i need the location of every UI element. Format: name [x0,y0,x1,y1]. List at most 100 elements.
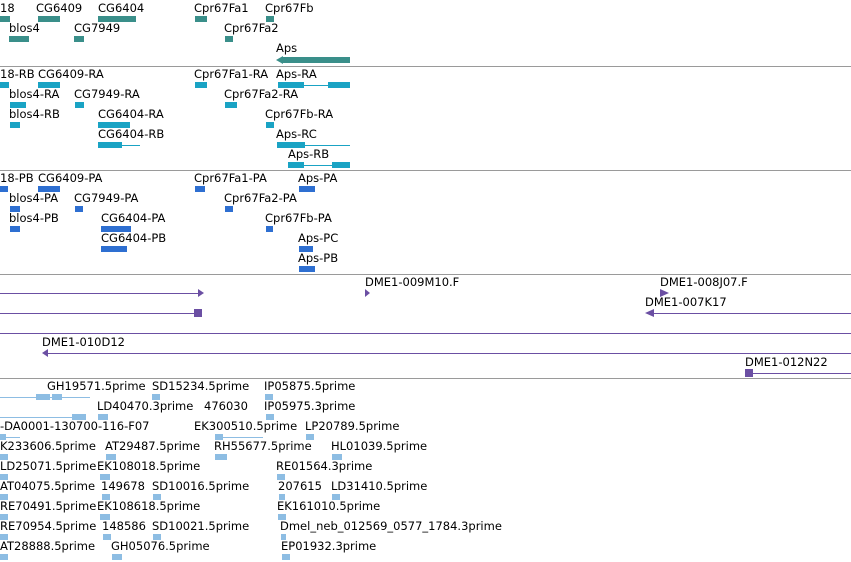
est-glyph[interactable] [265,394,273,400]
est-glyph[interactable] [279,494,285,500]
est-glyph[interactable] [153,534,161,540]
bac-label[interactable]: DME1-008J07.F [660,275,748,289]
est-glyph[interactable] [152,394,160,400]
bac-label[interactable]: DME1-012N22 [745,355,828,369]
est-glyph[interactable] [306,434,314,440]
transcript-glyph[interactable] [98,122,130,128]
est-glyph[interactable] [266,414,274,420]
gene-label[interactable]: Cpr67Fa2 [224,21,279,35]
protein-label[interactable]: CG6404-PB [101,231,167,245]
est-label[interactable]: LP20789.5prime [305,419,400,433]
est-label[interactable]: AT29487.5prime [105,439,201,453]
protein-glyph[interactable] [195,186,205,192]
gene-label[interactable]: 18 [0,1,15,15]
transcript-glyph[interactable] [225,102,237,108]
gene-glyph[interactable] [282,57,350,63]
protein-label[interactable]: CG7949-PA [74,191,139,205]
mrna-label[interactable]: 18-RB [0,67,35,81]
protein-glyph[interactable] [299,266,315,272]
protein-label[interactable]: Aps-PC [298,231,339,245]
protein-label[interactable]: CG6409-PA [38,171,103,185]
protein-label[interactable]: blos4-PA [9,191,59,205]
est-label[interactable]: SD10021.5prime [152,519,250,533]
est-label[interactable]: AT04075.5prime [0,479,96,493]
est-glyph[interactable] [0,474,8,480]
transcript-glyph[interactable] [10,122,20,128]
transcript-glyph[interactable] [0,82,9,88]
est-glyph[interactable] [0,494,8,500]
est-label[interactable]: 207615 [278,479,322,493]
protein-label[interactable]: Aps-PB [298,251,339,265]
est-glyph[interactable] [0,554,8,560]
est-glyph[interactable] [0,514,8,520]
est-label[interactable]: RE70954.5prime [0,519,97,533]
mrna-label[interactable]: blos4-RB [9,107,60,121]
protein-glyph[interactable] [10,226,20,232]
est-glyph[interactable] [332,494,340,500]
est-glyph[interactable] [278,514,286,520]
est-label[interactable]: LD25071.5prime [0,459,97,473]
gene-label[interactable]: CG7949 [74,21,121,35]
gene-glyph[interactable] [38,16,60,22]
est-glyph[interactable] [277,474,285,480]
protein-glyph[interactable] [225,206,233,212]
transcript-glyph[interactable] [278,82,304,88]
gene-label[interactable]: CG6409 [36,1,83,15]
est-label[interactable]: 149678 [101,479,145,493]
est-label[interactable]: GH19571.5prime [47,379,146,393]
est-glyph[interactable] [281,534,286,540]
protein-glyph[interactable] [266,226,273,232]
mrna-label[interactable]: blos4-RA [9,87,60,101]
mrna-label[interactable]: CG6404-RB [98,127,165,141]
mrna-label[interactable]: Aps-RB [288,147,330,161]
est-glyph[interactable] [98,414,108,420]
protein-glyph[interactable] [10,206,20,212]
gene-glyph[interactable] [98,16,136,22]
est-label[interactable]: 476030 [204,399,248,413]
protein-glyph[interactable] [38,186,60,192]
bac-clone-line[interactable] [48,353,851,354]
est-label[interactable]: EK108018.5prime [97,459,201,473]
transcript-glyph[interactable] [10,102,26,108]
protein-label[interactable]: Cpr67Fb-PA [265,211,332,225]
mrna-label[interactable]: Aps-RA [276,67,317,81]
transcript-glyph[interactable] [332,162,350,168]
est-label[interactable]: LD31410.5prime [331,479,428,493]
bac-clone-line[interactable] [753,373,851,374]
gene-label[interactable]: Cpr67Fa1 [194,1,249,15]
protein-glyph[interactable] [75,206,83,212]
est-label[interactable]: -DA0001-130700-116-F07 [0,419,150,433]
bac-clone-line[interactable] [0,313,198,314]
transcript-glyph[interactable] [75,102,84,108]
gene-glyph[interactable] [74,36,84,42]
bac-label[interactable]: DME1-010D12 [42,335,125,349]
mrna-label[interactable]: CG7949-RA [74,87,140,101]
est-glyph[interactable] [332,454,342,460]
transcript-glyph[interactable] [38,82,60,88]
est-glyph[interactable] [0,434,6,440]
transcript-glyph[interactable] [277,142,305,148]
protein-glyph[interactable] [101,226,131,232]
gene-label[interactable]: CG6404 [98,1,145,15]
est-label[interactable]: GH05076.5prime [111,539,210,553]
est-label[interactable]: EK300510.5prime [194,419,298,433]
mrna-label[interactable]: Cpr67Fa2-RA [224,87,299,101]
bac-clone-line[interactable] [654,313,851,314]
mrna-label[interactable]: Aps-RC [276,127,317,141]
est-glyph[interactable] [102,494,110,500]
bac-label[interactable]: DME1-007K17 [645,295,727,309]
est-label[interactable]: IP05875.5prime [264,379,356,393]
est-label[interactable]: EK108618.5prime [97,499,201,513]
bac-clone-line[interactable] [0,293,198,294]
protein-label[interactable]: 18-PB [0,171,34,185]
est-glyph[interactable] [215,434,223,440]
transcript-glyph[interactable] [266,122,274,128]
est-label[interactable]: IP05975.3prime [264,399,356,413]
mrna-label[interactable]: CG6404-RA [98,107,164,121]
gene-label[interactable]: Aps [276,41,298,55]
est-label[interactable]: Dmel_neb_012569_0577_1784.3prime [280,519,502,533]
est-label[interactable]: HL01039.5prime [331,439,428,453]
est-glyph[interactable] [0,454,8,460]
protein-label[interactable]: Cpr67Fa2-PA [224,191,297,205]
bac-label[interactable]: DME1-009M10.F [365,275,460,289]
